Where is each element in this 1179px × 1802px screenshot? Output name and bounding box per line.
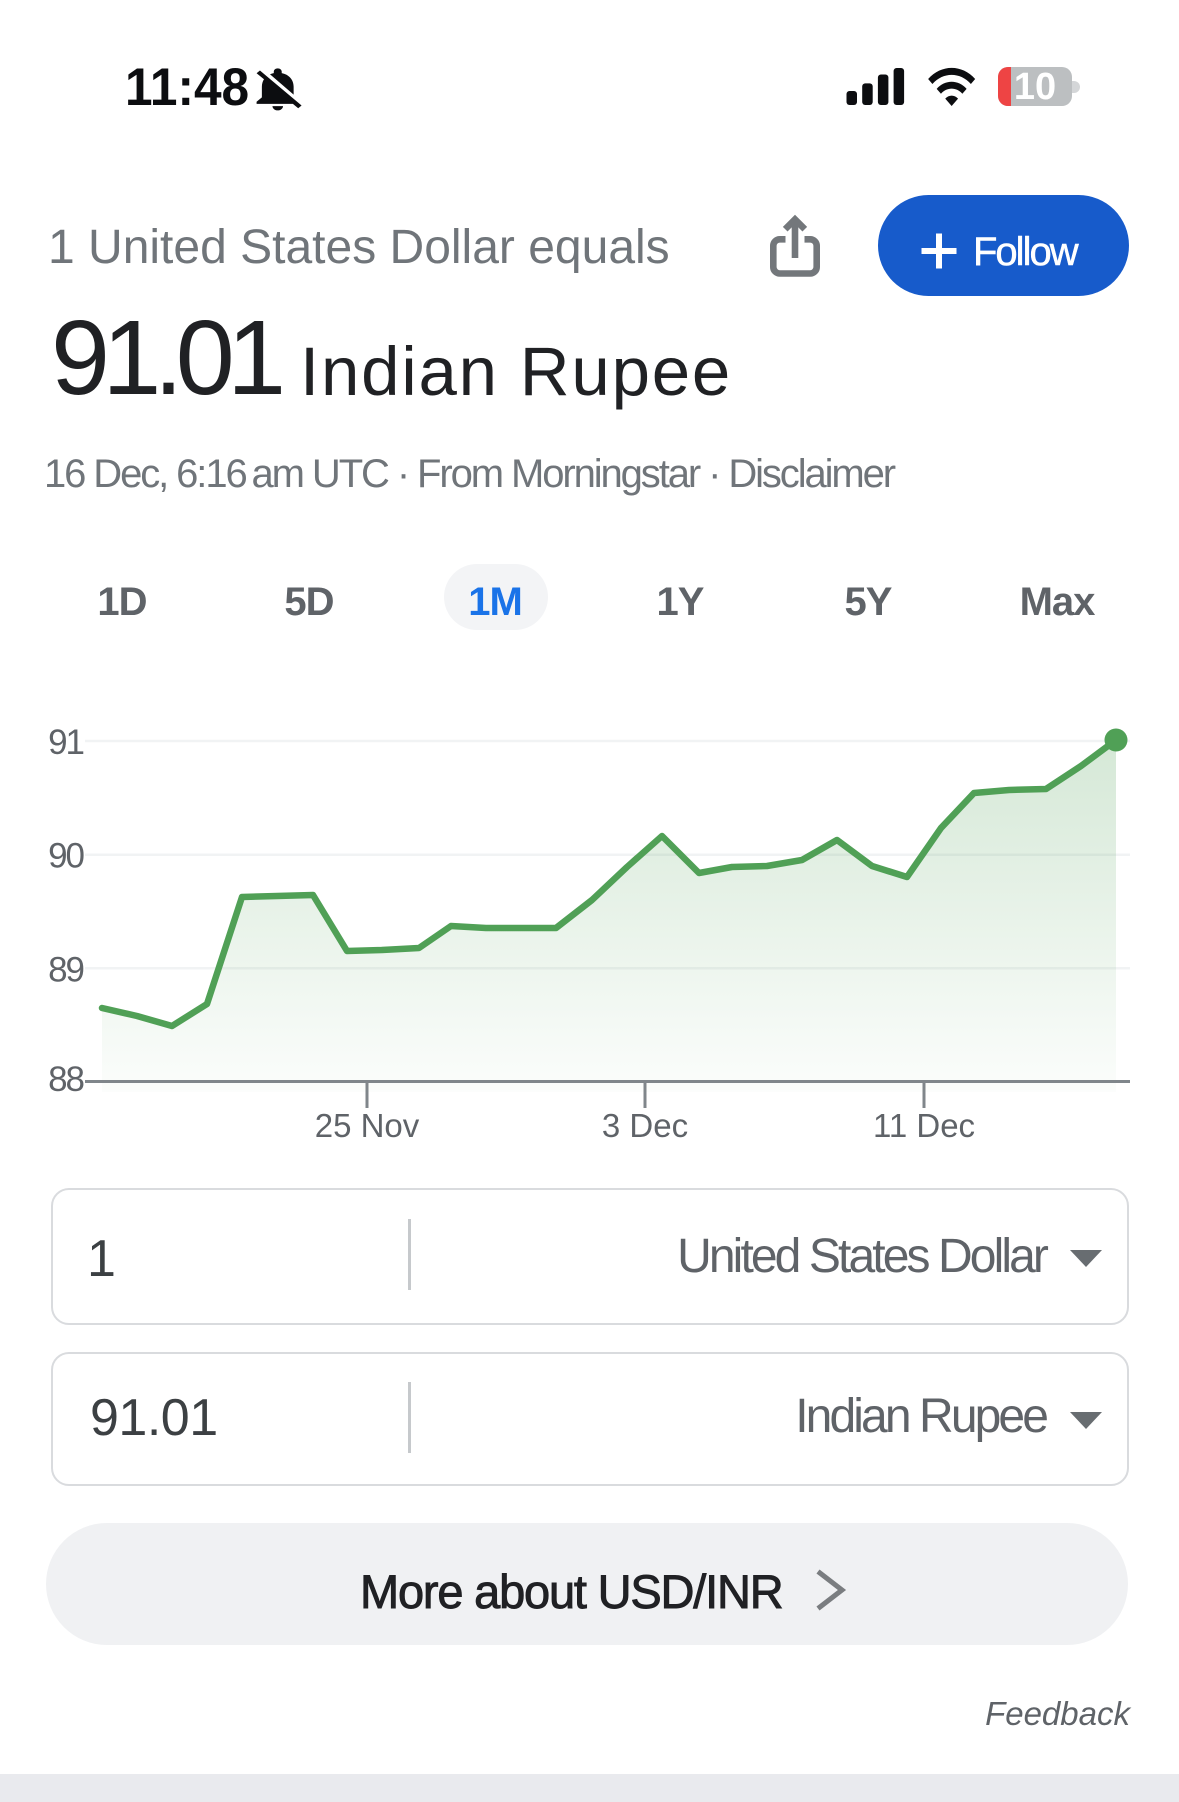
svg-text:90: 90 xyxy=(48,837,84,876)
svg-text:25 Nov: 25 Nov xyxy=(315,1107,420,1144)
svg-text:89: 89 xyxy=(48,950,83,989)
svg-text:88: 88 xyxy=(48,1060,83,1099)
svg-text:3 Dec: 3 Dec xyxy=(602,1107,688,1144)
svg-text:11 Dec: 11 Dec xyxy=(873,1107,975,1144)
svg-text:91: 91 xyxy=(48,723,83,762)
